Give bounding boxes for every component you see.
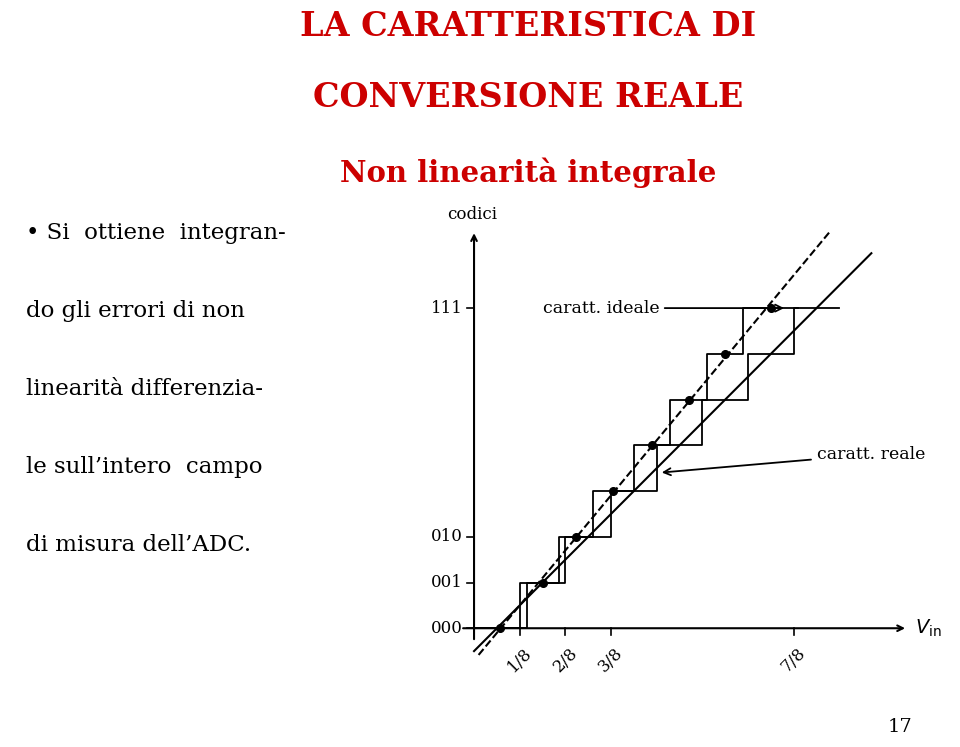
Text: 2/8: 2/8 bbox=[550, 644, 581, 675]
Text: $V_{\mathrm{in}}$: $V_{\mathrm{in}}$ bbox=[915, 618, 942, 639]
Text: 1/8: 1/8 bbox=[504, 644, 536, 675]
Text: le sull’intero  campo: le sull’intero campo bbox=[27, 456, 263, 478]
Text: 001: 001 bbox=[431, 574, 463, 591]
Text: 111: 111 bbox=[431, 300, 463, 317]
Text: caratt. reale: caratt. reale bbox=[663, 446, 924, 475]
Text: 3/8: 3/8 bbox=[595, 644, 627, 675]
Text: caratt. ideale: caratt. ideale bbox=[542, 300, 782, 317]
Text: • Si  ottiene  integran-: • Si ottiene integran- bbox=[27, 223, 286, 244]
Text: LA CARATTERISTICA DI: LA CARATTERISTICA DI bbox=[300, 10, 756, 43]
Text: CONVERSIONE REALE: CONVERSIONE REALE bbox=[313, 81, 743, 114]
Text: do gli errori di non: do gli errori di non bbox=[27, 300, 246, 322]
Text: Non linearità integrale: Non linearità integrale bbox=[340, 158, 716, 187]
Text: linearità differenzia-: linearità differenzia- bbox=[27, 379, 263, 400]
Text: di misura dell’ADC.: di misura dell’ADC. bbox=[27, 535, 252, 557]
Text: 010: 010 bbox=[431, 528, 463, 545]
Text: 7/8: 7/8 bbox=[779, 644, 809, 675]
Text: 17: 17 bbox=[887, 718, 912, 736]
Text: codici: codici bbox=[446, 206, 496, 223]
Text: 000: 000 bbox=[431, 620, 463, 636]
